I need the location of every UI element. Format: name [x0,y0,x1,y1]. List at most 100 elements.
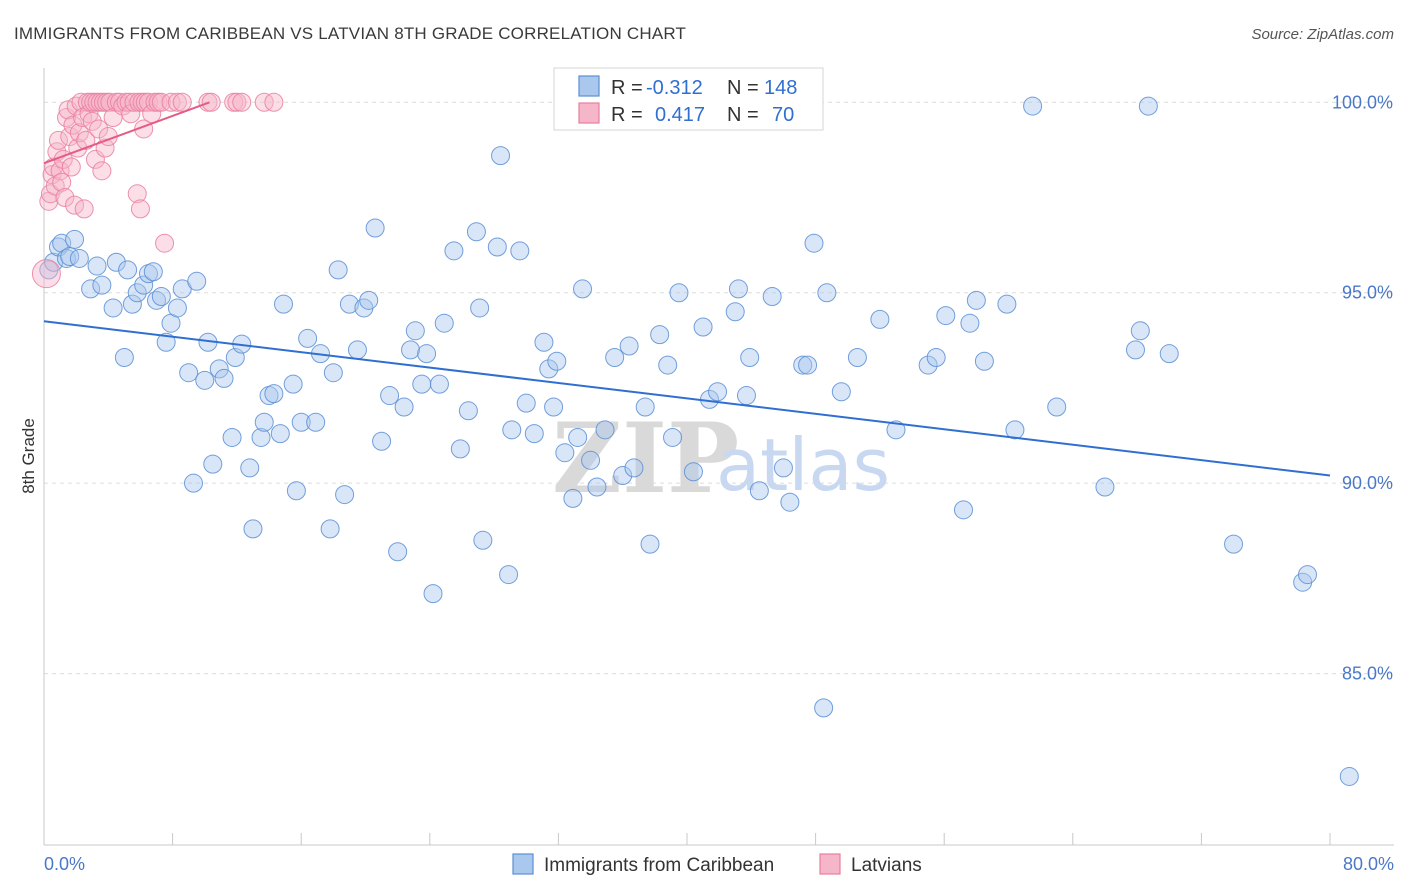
y-tick-label-0: 85.0% [1342,664,1393,684]
latvian-point-23 [74,199,94,219]
caribbean-point-127 [926,347,946,367]
caribbean-point-33 [214,368,234,388]
latvian-point-34 [92,161,112,181]
caribbean-point-60 [372,431,392,451]
caribbean-point-7 [69,248,89,268]
caribbean-point-42 [264,384,284,404]
caribbean-point-110 [728,279,748,299]
caribbean-point-2 [48,237,68,257]
caribbean-point-8 [81,279,101,299]
caribbean-point-77 [487,237,507,257]
caribbean-point-13 [114,347,134,367]
caribbean-point-119 [804,233,824,253]
caribbean-point-108 [708,382,728,402]
caribbean-point-14 [118,260,138,280]
caribbean-point-94 [595,420,615,440]
caribbean-point-6 [65,229,85,249]
latvian-point-36 [95,138,115,158]
caribbean-point-52 [323,363,343,383]
caribbean-point-124 [870,309,890,329]
caribbean-point-83 [524,424,544,444]
caribbean-point-85 [539,359,559,379]
caribbean-point-130 [960,313,980,333]
latvian-point-64 [201,92,221,112]
latvian-point-28 [82,111,102,131]
latvian-point-39 [100,92,120,112]
caribbean-point-74 [466,222,486,242]
caribbean-point-121 [817,283,837,303]
caribbean-point-102 [658,355,678,375]
caribbean-point-10 [92,275,112,295]
caribbean-point-141 [1159,344,1179,364]
caribbean-point-79 [499,565,519,585]
caribbean-point-71 [444,241,464,261]
caribbean-point-24 [167,298,187,318]
caribbean-point-129 [953,500,973,520]
latvian-points [31,92,284,289]
caribbean-points [39,96,1359,786]
caribbean-point-44 [274,294,294,314]
latvian-point-60 [161,92,181,112]
y-tick-label-2: 95.0% [1342,283,1393,303]
caribbean-point-43 [270,424,290,444]
series-legend: Immigrants from Caribbean Latvians [512,853,922,876]
caribbean-point-22 [156,332,176,352]
caribbean-point-31 [203,454,223,474]
caribbean-point-111 [736,386,756,406]
legend-r-label-2: R = [611,104,643,126]
caribbean-point-72 [450,439,470,459]
caribbean-point-66 [412,374,432,394]
caribbean-point-75 [470,298,490,318]
caribbean-point-137 [1095,477,1115,497]
caribbean-point-123 [847,347,867,367]
caribbean-point-53 [328,260,348,280]
caribbean-point-9 [87,256,107,276]
caribbean-point-132 [974,351,994,371]
caribbean-point-27 [183,473,203,493]
caribbean-point-125 [886,420,906,440]
caribbean-point-68 [423,584,443,604]
caribbean-point-55 [339,294,359,314]
caribbean-point-46 [286,481,306,501]
caribbean-point-140 [1138,96,1158,116]
caribbean-point-70 [434,313,454,333]
caribbean-point-32 [209,359,229,379]
x-tick-label-max: 80.0% [1343,854,1394,874]
latvian-trend-line [43,101,210,165]
caribbean-point-90 [568,427,588,447]
latvian-point-67 [232,92,252,112]
latvian-point-48 [127,184,147,204]
caribbean-point-45 [283,374,303,394]
caribbean-point-48 [298,328,318,348]
caribbean-point-82 [516,393,536,413]
caribbean-point-134 [1005,420,1025,440]
caribbean-point-76 [473,530,493,550]
caribbean-point-80 [502,420,522,440]
caribbean-point-136 [1047,397,1067,417]
caribbean-point-86 [544,397,564,417]
legend-n-label-2: N = [727,104,759,126]
caribbean-point-49 [306,412,326,432]
latvian-point-61 [167,92,187,112]
latvian-point-0 [31,259,61,289]
caribbean-point-100 [640,534,660,554]
watermark-atlas: atlas [716,423,890,507]
x-axis-ticks [43,833,1331,845]
caribbean-point-62 [388,542,408,562]
latvian-point-47 [124,92,144,112]
caribbean-point-138 [1125,340,1145,360]
latvian-point-32 [89,119,109,139]
series-legend-label-latvians: Latvians [851,855,922,876]
caribbean-point-63 [394,397,414,417]
caribbean-point-37 [240,458,260,478]
caribbean-point-142 [1224,534,1244,554]
latvian-point-66 [227,92,247,112]
caribbean-point-64 [401,340,421,360]
caribbean-point-73 [458,401,478,421]
legend-swatch-caribbean [578,75,600,97]
latvian-point-50 [130,199,150,219]
caribbean-point-116 [780,492,800,512]
latvian-point-17 [65,195,85,215]
source-credit: Source: ZipAtlas.com [1251,26,1394,43]
caribbean-point-105 [683,462,703,482]
